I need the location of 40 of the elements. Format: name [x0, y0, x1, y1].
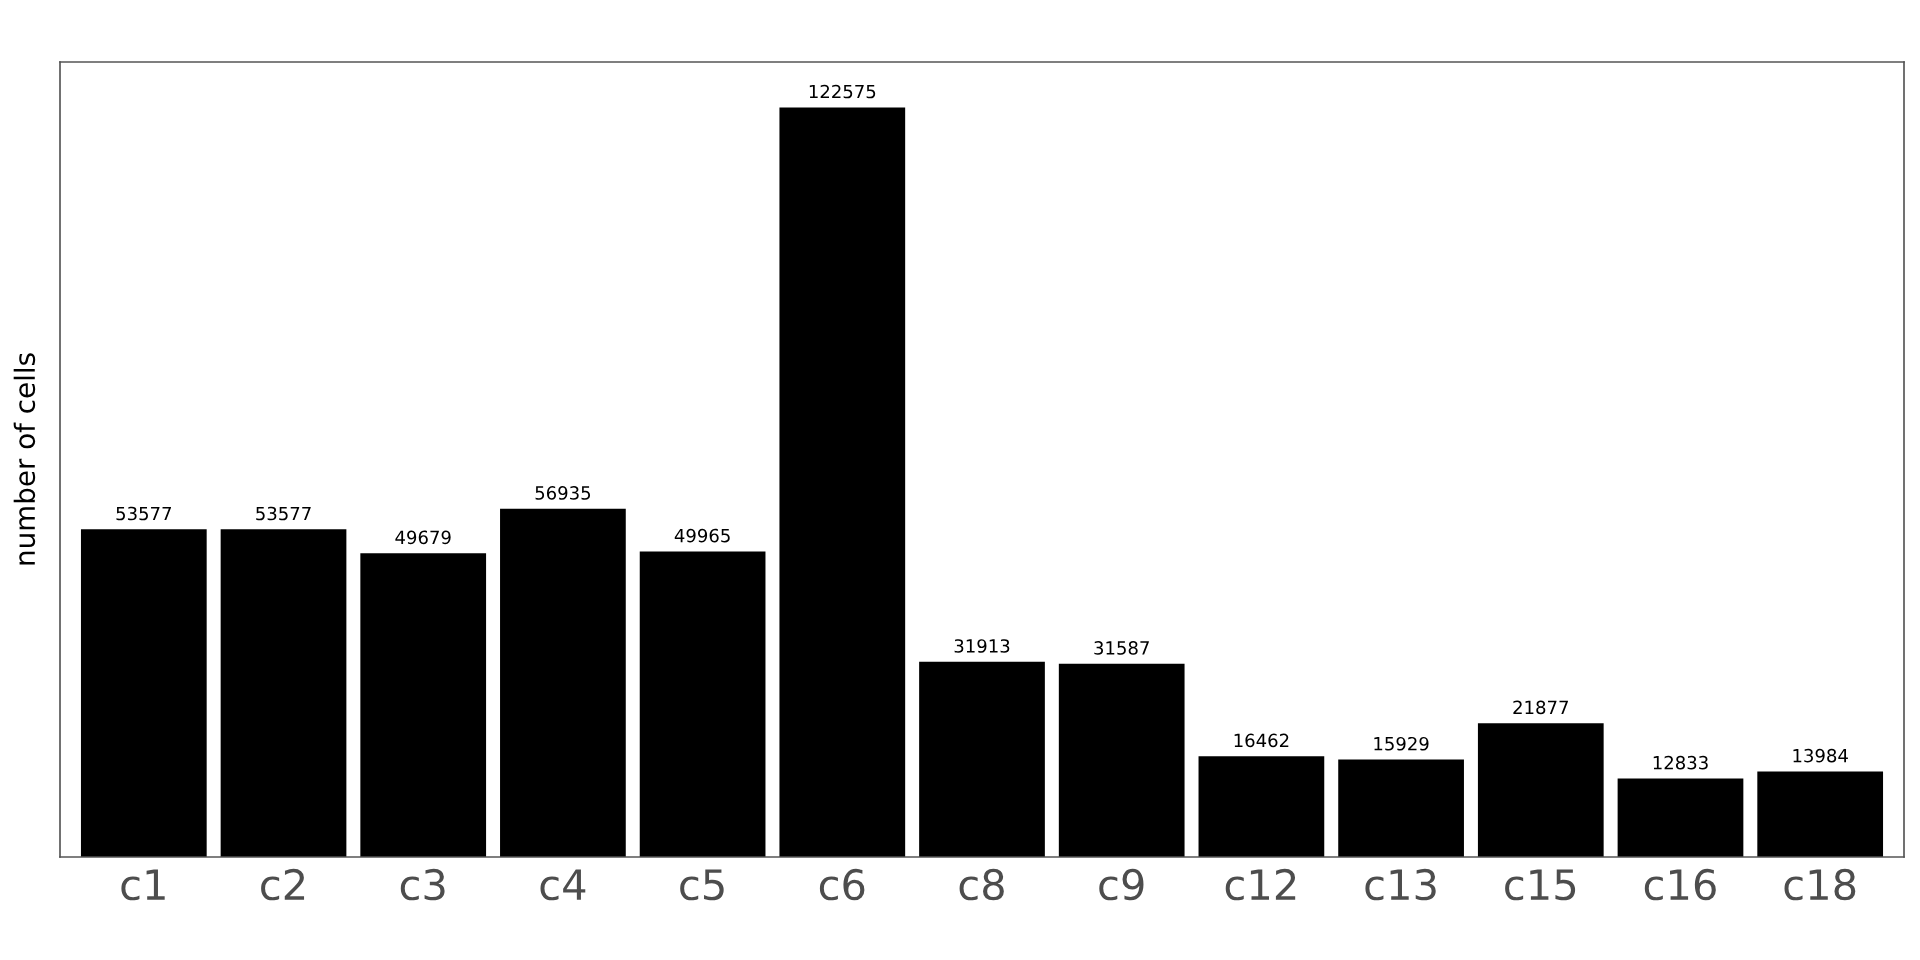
bar	[220, 529, 347, 857]
x-tick-label: c4	[540, 869, 586, 901]
data-label: 12833	[1653, 755, 1708, 770]
data-label: 49679	[395, 530, 451, 545]
x-tick-label: c18	[1784, 868, 1856, 901]
data-label: 31587	[1094, 641, 1149, 655]
bar	[500, 508, 626, 857]
x-tick-label: c5	[680, 869, 724, 901]
data-label: 56935	[535, 486, 591, 500]
bar	[1058, 663, 1185, 857]
data-label: 31913	[954, 639, 1010, 653]
data-label: 13984	[1793, 748, 1848, 763]
bar	[360, 553, 487, 857]
x-tick-label: c13	[1365, 868, 1436, 901]
data-label: 53577	[116, 506, 171, 521]
bar	[1338, 759, 1464, 857]
x-tick-label: c6	[819, 868, 865, 901]
data-label: 122575	[809, 84, 876, 99]
data-label: 49965	[674, 528, 730, 543]
bar	[639, 551, 766, 857]
x-tick-label: c16	[1644, 868, 1716, 901]
bar	[1477, 723, 1604, 857]
bar	[919, 661, 1045, 857]
bar	[1617, 778, 1744, 857]
bar	[1757, 771, 1884, 857]
bar	[1198, 756, 1325, 857]
x-tick-label: c15	[1505, 869, 1576, 901]
x-tick-label: c3	[400, 868, 445, 901]
x-tick-label: c12	[1225, 868, 1296, 901]
bar	[80, 529, 207, 857]
x-tick-label: c1	[121, 869, 165, 901]
data-label: 21877	[1513, 700, 1568, 715]
y-axis-title: number of cells	[13, 353, 36, 565]
bar	[779, 107, 906, 857]
x-tick-label: c8	[959, 868, 1004, 901]
data-label: 16462	[1234, 733, 1289, 748]
x-tick-label: c9	[1099, 868, 1144, 901]
data-label: 53577	[256, 506, 311, 521]
data-label: 15929	[1374, 736, 1429, 751]
x-tick-label: c2	[261, 868, 305, 901]
